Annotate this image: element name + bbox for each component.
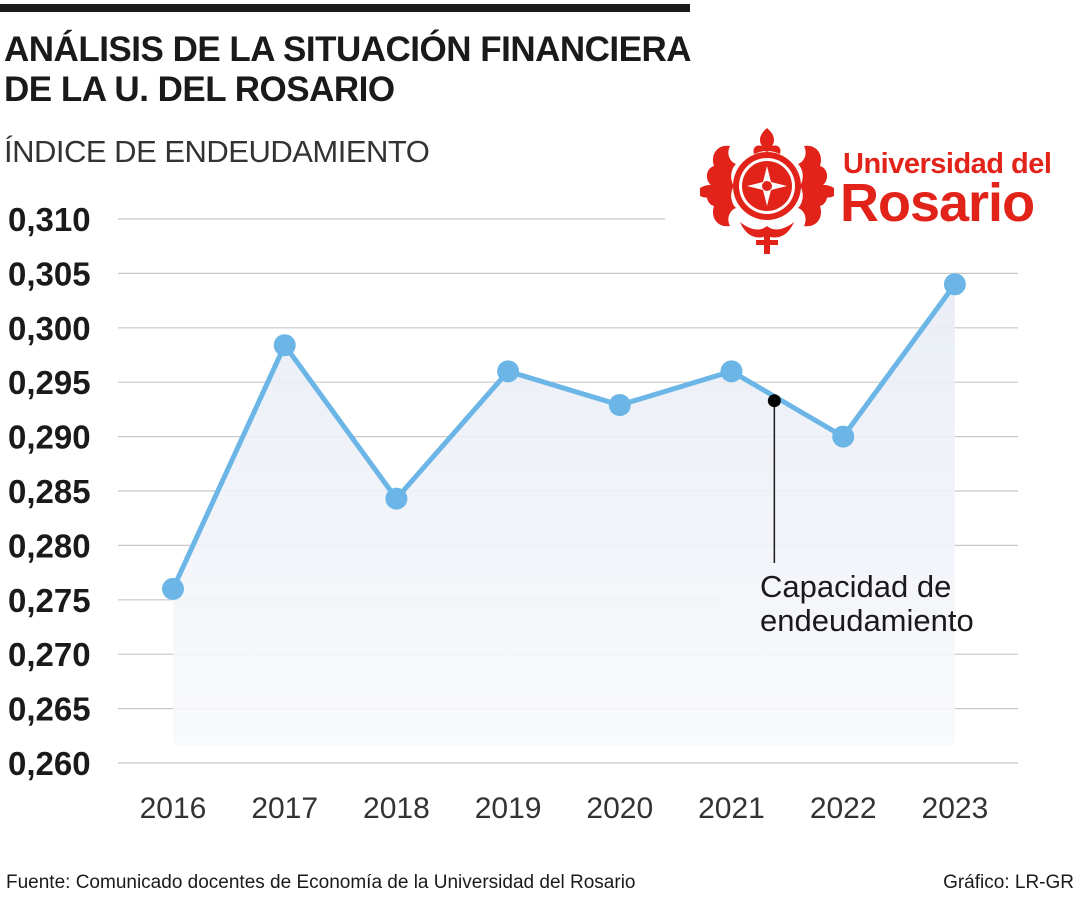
logo-text-line-2: Rosario xyxy=(840,173,1035,233)
data-point xyxy=(832,425,855,448)
y-tick-label: 0,275 xyxy=(8,582,91,619)
x-tick-label: 2016 xyxy=(140,792,207,825)
data-point xyxy=(720,360,743,383)
series-line xyxy=(170,282,957,590)
data-point xyxy=(943,273,966,296)
series-area xyxy=(173,284,955,745)
y-tick-label: 0,300 xyxy=(8,310,91,347)
y-tick-label: 0,295 xyxy=(8,364,91,401)
university-crest-logo xyxy=(700,128,834,254)
y-tick-label: 0,265 xyxy=(8,691,91,728)
annotation-label-line-1: Capacidad de xyxy=(760,569,951,604)
chart-title: ANÁLISIS DE LA SITUACIÓN FINANCIERA DE L… xyxy=(4,30,704,110)
title-line-1: ANÁLISIS DE LA SITUACIÓN FINANCIERA xyxy=(4,30,692,69)
y-tick-label: 0,290 xyxy=(8,419,91,456)
data-point xyxy=(162,577,184,600)
x-tick-label: 2018 xyxy=(363,792,430,825)
credit-note: Gráfico: LR-GR xyxy=(943,872,1074,893)
y-tick-label: 0,260 xyxy=(8,745,91,782)
data-point xyxy=(497,360,520,383)
data-point xyxy=(273,334,296,357)
x-tick-label: 2021 xyxy=(698,792,765,825)
chart-subtitle: ÍNDICE DE ENDEUDAMIENTO xyxy=(4,134,430,169)
y-tick-label: 0,270 xyxy=(8,636,91,673)
x-tick-label: 2023 xyxy=(922,792,989,825)
title-line-2: DE LA U. DEL ROSARIO xyxy=(4,70,395,109)
x-tick-label: 2022 xyxy=(810,792,877,825)
y-tick-label: 0,280 xyxy=(8,527,91,564)
source-note: Fuente: Comunicado docentes de Economía … xyxy=(6,872,636,893)
y-tick-label: 0,305 xyxy=(8,255,91,292)
data-point xyxy=(385,487,408,510)
annotation-label-line-2: endeudamiento xyxy=(760,603,974,638)
y-tick-label: 0,285 xyxy=(8,473,91,510)
x-tick-label: 2020 xyxy=(586,792,653,825)
x-tick-label: 2019 xyxy=(475,792,542,825)
x-tick-label: 2017 xyxy=(251,792,318,825)
logo-text-line-1: Universidad del xyxy=(843,148,1052,180)
data-point xyxy=(608,394,631,417)
top-rule xyxy=(0,4,690,12)
y-tick-label: 0,310 xyxy=(8,201,91,238)
annotation-dot xyxy=(767,394,781,408)
